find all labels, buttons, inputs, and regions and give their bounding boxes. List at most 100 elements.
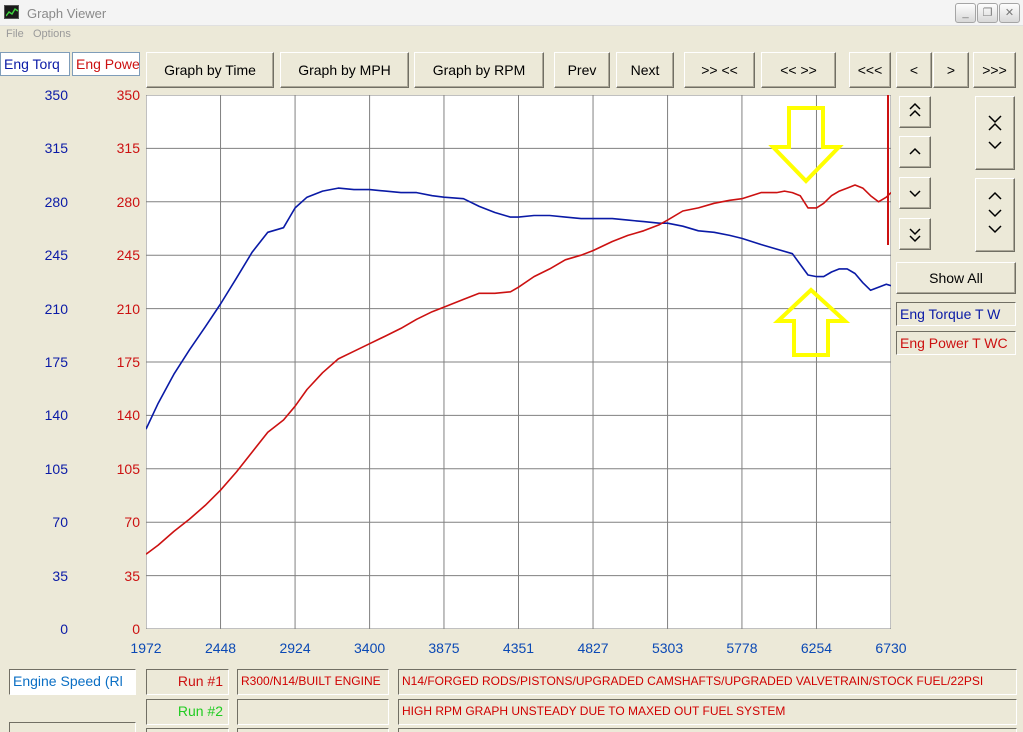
menu-options[interactable]: Options (33, 28, 71, 40)
x-tick: 5303 (651, 640, 684, 656)
minimize-button[interactable]: _ (955, 3, 976, 23)
y-tick-left: 0 (60, 621, 68, 637)
y-tick-right: 315 (116, 140, 140, 157)
scroll-bottom-button[interactable] (899, 218, 931, 250)
restore-icon: ❐ (982, 7, 993, 19)
y-tick-left: 140 (44, 407, 68, 424)
scroll-top-button[interactable] (899, 96, 931, 128)
annotation-arrow-up (772, 287, 851, 357)
zoom-out-button[interactable]: << >> (761, 52, 836, 88)
zoom-out-label: << >> (780, 62, 817, 78)
zoom-out-vertical-button[interactable] (975, 178, 1015, 252)
next-label: Next (630, 62, 660, 78)
x-tick: 3875 (428, 640, 460, 656)
step-left-label: < (909, 62, 919, 78)
bottom-left-field[interactable] (9, 722, 136, 732)
graph-by-time-button[interactable]: Graph by Time (146, 52, 274, 88)
jump-start-label: <<< (857, 62, 883, 78)
scroll-down-button[interactable] (899, 177, 931, 209)
scroll-up-button[interactable] (899, 136, 931, 168)
y-tick-right: 35 (124, 567, 140, 584)
next-button[interactable]: Next (616, 52, 674, 88)
y-tick-left: 210 (44, 300, 68, 317)
y-tick-right: 70 (124, 514, 140, 531)
graph-by-rpm-label: Graph by RPM (432, 62, 526, 78)
minimize-icon: _ (962, 7, 969, 19)
run2-slot[interactable] (146, 699, 229, 725)
y-tick-left: 280 (44, 193, 68, 210)
menu-bar: File Options (0, 26, 1023, 45)
jump-end-button[interactable]: >>> (973, 52, 1016, 88)
x-tick: 4351 (502, 640, 535, 656)
x-tick: 6254 (800, 640, 833, 656)
run1-label: Run #1 (177, 673, 223, 689)
run1-name[interactable]: R300/N14/BUILT ENGINE (237, 669, 389, 695)
x-tick: 1972 (130, 640, 162, 656)
compress-vertical-icon (988, 191, 1002, 234)
chart-grid (146, 95, 891, 629)
run3-name[interactable] (237, 728, 389, 732)
run3-slot[interactable] (146, 728, 229, 732)
y-tick-right: 140 (116, 407, 140, 424)
y-tick-left: 175 (44, 354, 68, 370)
rpm-chart[interactable] (146, 95, 891, 629)
expand-vertical-icon (988, 115, 1002, 150)
legend-torque[interactable]: Eng Torque T W (896, 302, 1016, 326)
y-tick-left: 70 (52, 514, 68, 531)
x-axis-channel-selector[interactable]: Engine Speed (Rl (9, 669, 136, 695)
right-axis-selector[interactable]: Eng Powe (72, 52, 140, 76)
prev-label: Prev (567, 62, 597, 78)
zoom-in-vertical-button[interactable] (975, 96, 1015, 170)
y-tick-left: 350 (44, 87, 68, 103)
show-all-label: Show All (929, 270, 983, 286)
jump-start-button[interactable]: <<< (849, 52, 891, 88)
x-tick: 3400 (354, 640, 386, 656)
step-left-button[interactable]: < (896, 52, 932, 88)
graph-app-icon (4, 5, 19, 19)
close-button[interactable]: ✕ (999, 3, 1020, 23)
annotation-arrow-down (768, 106, 844, 184)
prev-button[interactable]: Prev (554, 52, 610, 88)
y-tick-left: 315 (44, 140, 68, 157)
power-series-line (146, 184, 891, 555)
title-bar: Graph Viewer _ ❐ ✕ (0, 0, 1023, 26)
y-tick-right: 350 (116, 87, 140, 103)
legend-power[interactable]: Eng Power T WC (896, 331, 1016, 355)
left-axis-selector[interactable]: Eng Torq (0, 52, 70, 76)
graph-by-rpm-button[interactable]: Graph by RPM (414, 52, 544, 88)
x-tick: 4827 (577, 640, 609, 656)
run2-name[interactable] (237, 699, 389, 725)
maximize-button[interactable]: ❐ (977, 3, 998, 23)
run3-description[interactable] (398, 728, 1017, 732)
y-tick-right: 245 (116, 247, 140, 264)
close-icon: ✕ (1004, 7, 1015, 19)
zoom-in-label: >> << (701, 62, 738, 78)
y-tick-right: 0 (132, 621, 140, 637)
torque-series-line (146, 187, 891, 430)
jump-end-label: >>> (982, 62, 1007, 78)
x-tick: 6730 (875, 640, 907, 656)
chart-series (146, 184, 891, 555)
step-right-button[interactable]: > (933, 52, 969, 88)
zoom-in-button[interactable]: >> << (684, 52, 755, 88)
run1-description[interactable]: N14/FORGED RODS/PISTONS/UPGRADED CAMSHAF… (398, 669, 1017, 695)
y-tick-right: 210 (116, 300, 140, 317)
run2-description[interactable]: HIGH RPM GRAPH UNSTEADY DUE TO MAXED OUT… (398, 699, 1017, 725)
y-tick-left: 105 (44, 460, 68, 477)
show-all-button[interactable]: Show All (896, 262, 1016, 294)
menu-file[interactable]: File (6, 28, 24, 40)
y-tick-right: 280 (116, 193, 140, 210)
step-right-label: > (946, 62, 956, 78)
graph-by-mph-button[interactable]: Graph by MPH (280, 52, 409, 88)
run1-slot[interactable] (146, 669, 229, 695)
y-tick-left: 35 (52, 567, 68, 584)
x-tick: 5778 (726, 640, 758, 656)
x-tick: 2448 (204, 640, 237, 656)
y-tick-right: 105 (116, 460, 140, 477)
window-title: Graph Viewer (27, 6, 107, 21)
double-chevron-down-icon (909, 228, 921, 243)
run2-label: Run #2 (177, 703, 223, 719)
graph-by-time-label: Graph by Time (164, 62, 256, 78)
x-tick: 2924 (279, 640, 311, 656)
graph-by-mph-label: Graph by MPH (298, 62, 391, 78)
